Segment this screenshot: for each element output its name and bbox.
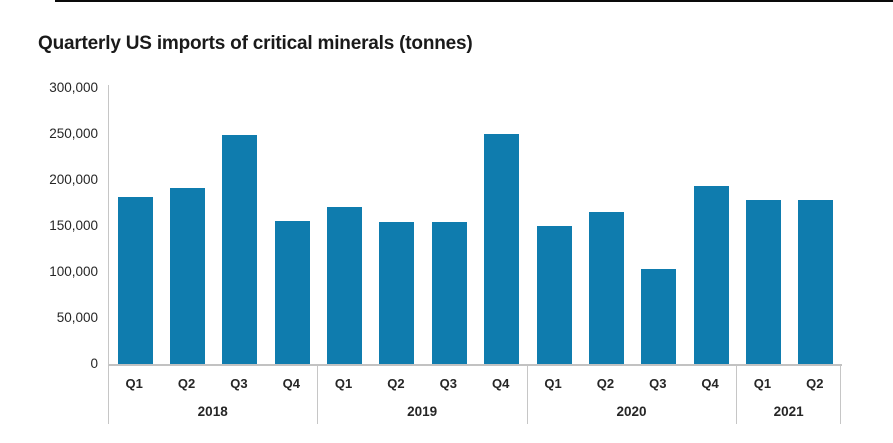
- year-separator-line: [108, 366, 109, 424]
- bar-2019-q3: [431, 222, 467, 364]
- y-tick-label: 50,000: [56, 310, 98, 325]
- bar-2021-q1: [745, 200, 781, 364]
- year-label: 2021: [773, 404, 804, 419]
- bar-2020-q2: [588, 212, 624, 364]
- y-tick-label: 100,000: [49, 264, 98, 279]
- x-tick-label: Q3: [230, 376, 248, 391]
- x-tick-label: Q1: [753, 376, 772, 391]
- year-separator-line: [526, 366, 528, 424]
- year-separator-line: [736, 366, 738, 424]
- x-tick-label: Q3: [649, 376, 667, 391]
- year-label: 2018: [197, 404, 228, 419]
- y-tick-label: 0: [90, 356, 98, 371]
- top-rule-line: [55, 0, 893, 2]
- year-separator-line: [317, 366, 319, 424]
- plot-area: [108, 85, 842, 366]
- year-label: 2019: [407, 404, 438, 419]
- y-tick-label: 250,000: [49, 126, 98, 141]
- x-tick-label: Q2: [387, 376, 405, 391]
- y-tick-label: 300,000: [49, 80, 98, 95]
- bar-2019-q2: [379, 222, 415, 364]
- chart-title: Quarterly US imports of critical mineral…: [38, 33, 473, 54]
- bar-2020-q3: [641, 269, 677, 364]
- x-tick-label: Q2: [806, 376, 824, 391]
- x-tick-label: Q1: [544, 376, 562, 391]
- bar-2018-q3: [222, 134, 258, 364]
- year-separator-line: [840, 366, 841, 424]
- x-tick-label: Q1: [334, 376, 353, 391]
- y-tick-label: 150,000: [49, 218, 98, 233]
- x-tick-label: Q2: [177, 376, 196, 391]
- year-label: 2020: [616, 404, 647, 419]
- x-tick-label: Q4: [701, 376, 719, 391]
- bar-2018-q4: [274, 221, 310, 364]
- x-tick-label: Q3: [439, 376, 457, 391]
- bar-2018-q1: [117, 196, 153, 364]
- y-tick-label: 200,000: [49, 172, 98, 187]
- bar-2020-q4: [693, 186, 729, 364]
- bar-2019-q4: [484, 134, 520, 364]
- x-tick-label: Q4: [282, 376, 300, 391]
- bar-2020-q1: [536, 226, 572, 364]
- x-tick-label: Q2: [596, 376, 615, 391]
- x-tick-label: Q1: [125, 376, 143, 391]
- bar-2018-q2: [170, 188, 206, 364]
- bar-2019-q1: [327, 206, 363, 364]
- x-tick-label: Q4: [492, 376, 510, 391]
- bar-2021-q2: [798, 200, 834, 364]
